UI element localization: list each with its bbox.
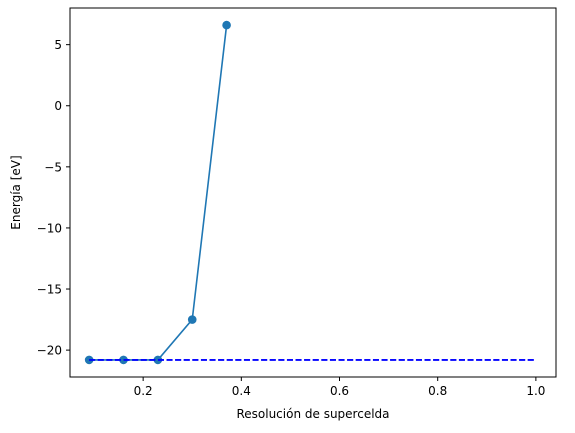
energy-data-point [119, 355, 128, 365]
y-tick-label: 0 [54, 99, 62, 113]
x-tick-label: 0.8 [428, 384, 447, 398]
y-axis-title: Energía [eV] [9, 155, 23, 229]
y-tick-label: −20 [37, 344, 62, 358]
energy-data-point [187, 315, 197, 324]
y-tick-label: 5 [54, 38, 62, 52]
y-tick-label: −15 [37, 283, 62, 297]
axes-frame [69, 7, 557, 378]
x-tick-label: 0.6 [330, 384, 349, 398]
energy-data-point [153, 355, 163, 365]
axes: 0.2 0.4 0.6 0.8 1.0 −20 −15 −10 −5 0 5 [37, 7, 557, 398]
x-tick-label: 0.4 [232, 384, 251, 398]
plot-area [84, 20, 536, 365]
y-tick-label: −5 [44, 160, 62, 174]
x-axis-title: Resolución de supercelda [236, 407, 389, 421]
x-tick-label: 0.2 [134, 384, 153, 398]
x-tick-label: 1.0 [526, 384, 545, 398]
energy-data-point [84, 355, 94, 365]
y-tick-label: −10 [37, 221, 62, 235]
energy-data-point [222, 20, 231, 30]
